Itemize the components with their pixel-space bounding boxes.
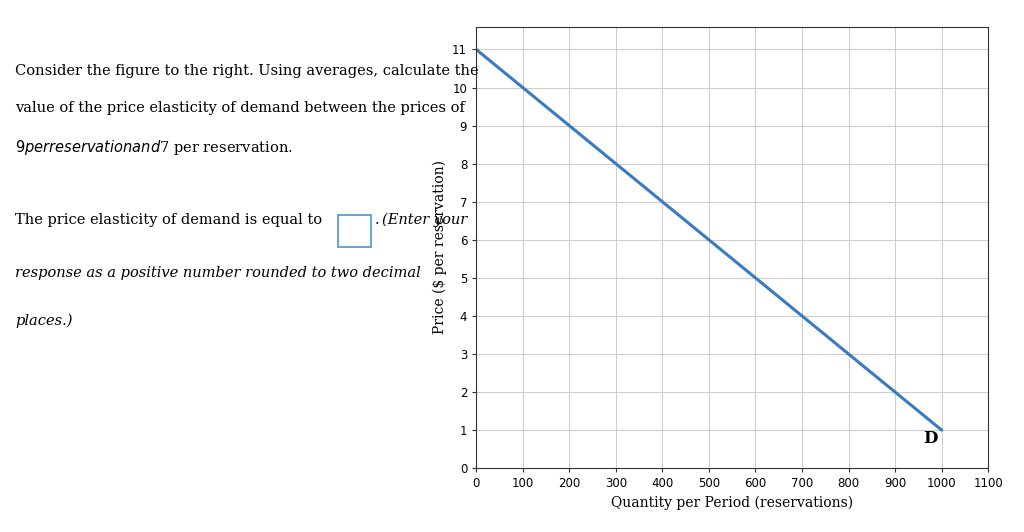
Text: D: D — [923, 430, 938, 447]
Text: places.): places.) — [15, 314, 73, 328]
Text: value of the price elasticity of demand between the prices of: value of the price elasticity of demand … — [15, 101, 465, 115]
Text: .: . — [375, 213, 380, 227]
Text: Consider the figure to the right. Using averages, calculate the: Consider the figure to the right. Using … — [15, 64, 479, 78]
Text: The price elasticity of demand is equal to: The price elasticity of demand is equal … — [15, 213, 323, 227]
Text: $9 per reservation and $7 per reservation.: $9 per reservation and $7 per reservatio… — [15, 138, 293, 157]
X-axis label: Quantity per Period (reservations): Quantity per Period (reservations) — [611, 496, 853, 510]
Text: (Enter your: (Enter your — [382, 213, 467, 227]
Y-axis label: Price ($ per reservation): Price ($ per reservation) — [432, 160, 446, 335]
Text: response as a positive number rounded to two decimal: response as a positive number rounded to… — [15, 266, 421, 280]
